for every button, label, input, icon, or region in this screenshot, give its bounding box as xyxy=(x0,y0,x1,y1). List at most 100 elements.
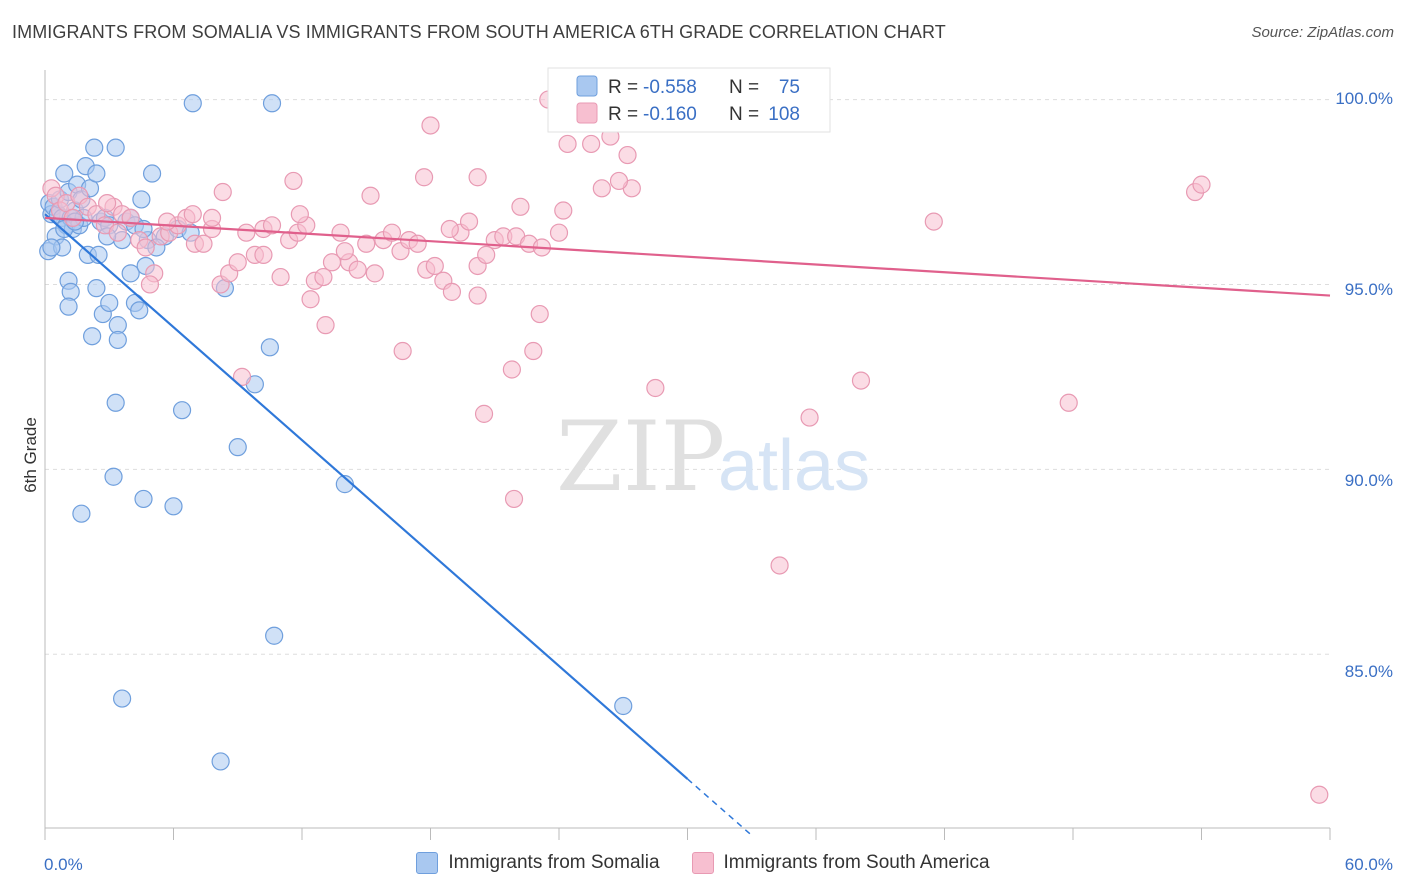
somalia-point xyxy=(112,689,132,708)
south-america-point xyxy=(1192,175,1211,194)
legend-swatch-south-america xyxy=(576,102,598,124)
somalia-point xyxy=(228,438,247,457)
south-america-point xyxy=(474,404,494,423)
south-america-point xyxy=(1059,393,1078,412)
somalia-point xyxy=(132,190,151,209)
south-america-point xyxy=(183,205,202,224)
somalia-point xyxy=(108,330,127,350)
legend-swatch-south-america xyxy=(691,852,714,874)
somalia-point xyxy=(260,338,279,357)
south-america-point xyxy=(582,134,601,154)
somalia-point xyxy=(87,164,106,183)
south-america-point xyxy=(851,371,871,390)
south-america-point xyxy=(618,145,637,165)
south-america-point xyxy=(290,205,309,224)
legend-r-value: -0.558 xyxy=(643,77,697,98)
south-america-point xyxy=(316,316,335,335)
south-america-point xyxy=(504,489,524,509)
south-america-point xyxy=(549,223,569,242)
south-america-point xyxy=(314,267,333,287)
south-america-point xyxy=(477,245,496,264)
south-america-point xyxy=(442,282,462,301)
somalia-point xyxy=(85,138,104,157)
south-america-point xyxy=(924,212,943,231)
somalia-point xyxy=(172,401,192,420)
south-america-point xyxy=(271,267,290,287)
somalia-point xyxy=(211,752,230,771)
south-america-point xyxy=(558,134,577,154)
somalia-point xyxy=(42,238,61,257)
south-america-point xyxy=(157,212,177,231)
south-america-point xyxy=(301,290,320,309)
south-america-point xyxy=(1310,785,1329,804)
somalia-point xyxy=(104,467,123,486)
south-america-point xyxy=(408,234,427,253)
somalia-point xyxy=(183,94,202,113)
south-america-point xyxy=(414,168,434,187)
somalia-point xyxy=(134,489,153,509)
legend-r-label: R = xyxy=(608,104,638,125)
somalia-point xyxy=(265,626,284,645)
south-america-point xyxy=(228,253,247,272)
legend-swatch-somalia xyxy=(576,75,598,97)
x-tick-label-max: 60.0% xyxy=(1345,855,1393,874)
legend-item-south-america[interactable]: Immigrants from South America xyxy=(691,852,990,874)
y-tick-label: 90.0% xyxy=(1345,471,1393,490)
south-america-point xyxy=(365,264,384,283)
x-tick-label-min: 0.0% xyxy=(44,855,83,874)
y-tick-label: 95.0% xyxy=(1345,280,1393,299)
somalia-point xyxy=(121,264,140,283)
south-america-point xyxy=(357,234,376,253)
south-america-point xyxy=(98,194,117,213)
south-america-point xyxy=(502,360,521,379)
south-america-point xyxy=(136,238,155,257)
south-america-point xyxy=(140,275,160,294)
legend-n-label: N = xyxy=(729,104,759,125)
legend-r-label: R = xyxy=(608,77,638,98)
south-america-point xyxy=(421,116,440,135)
somalia-point xyxy=(106,138,125,157)
legend-label-south-america: Immigrants from South America xyxy=(723,852,990,873)
somalia-point xyxy=(614,696,633,716)
somalia-point xyxy=(100,293,119,313)
somalia-point xyxy=(106,393,125,412)
legend-label-somalia: Immigrants from Somalia xyxy=(448,852,660,873)
south-america-point xyxy=(194,234,213,253)
somalia-point xyxy=(164,497,183,516)
south-america-point xyxy=(348,260,367,279)
watermark-zip: ZIP xyxy=(556,401,725,513)
south-america-point xyxy=(468,286,487,305)
y-axis-label: 6th Grade xyxy=(21,417,40,493)
legend-item-somalia[interactable]: Immigrants from Somalia xyxy=(416,852,660,874)
south-america-point xyxy=(213,182,232,202)
south-america-point xyxy=(646,378,665,398)
legend-swatch-somalia xyxy=(416,852,439,874)
south-america-point xyxy=(459,212,479,231)
somalia-point xyxy=(142,164,162,183)
south-america-point xyxy=(382,223,402,242)
y-tick-label: 85.0% xyxy=(1345,662,1393,681)
south-america-point xyxy=(524,341,543,361)
south-america-point xyxy=(335,242,354,261)
south-america-point xyxy=(511,197,530,216)
south-america-point xyxy=(530,304,549,324)
south-america-point xyxy=(440,219,459,239)
somalia-point xyxy=(130,301,149,320)
series-somalia-points xyxy=(39,94,633,771)
somalia-point xyxy=(83,327,102,346)
y-tick-label: 100.0% xyxy=(1335,89,1393,108)
watermark-atlas: atlas xyxy=(718,426,870,506)
trend-line-somalia xyxy=(44,213,689,780)
south-america-point xyxy=(202,208,222,228)
south-america-point xyxy=(361,186,380,205)
south-america-point xyxy=(262,216,282,235)
legend-r-value: -0.160 xyxy=(643,104,697,125)
south-america-point xyxy=(468,168,487,187)
south-america-point xyxy=(108,223,127,242)
south-america-point xyxy=(284,171,303,191)
legend-n-value: 108 xyxy=(768,104,800,125)
south-america-point xyxy=(232,367,252,386)
south-america-point xyxy=(800,408,819,427)
legend-n-value: 75 xyxy=(779,77,800,98)
